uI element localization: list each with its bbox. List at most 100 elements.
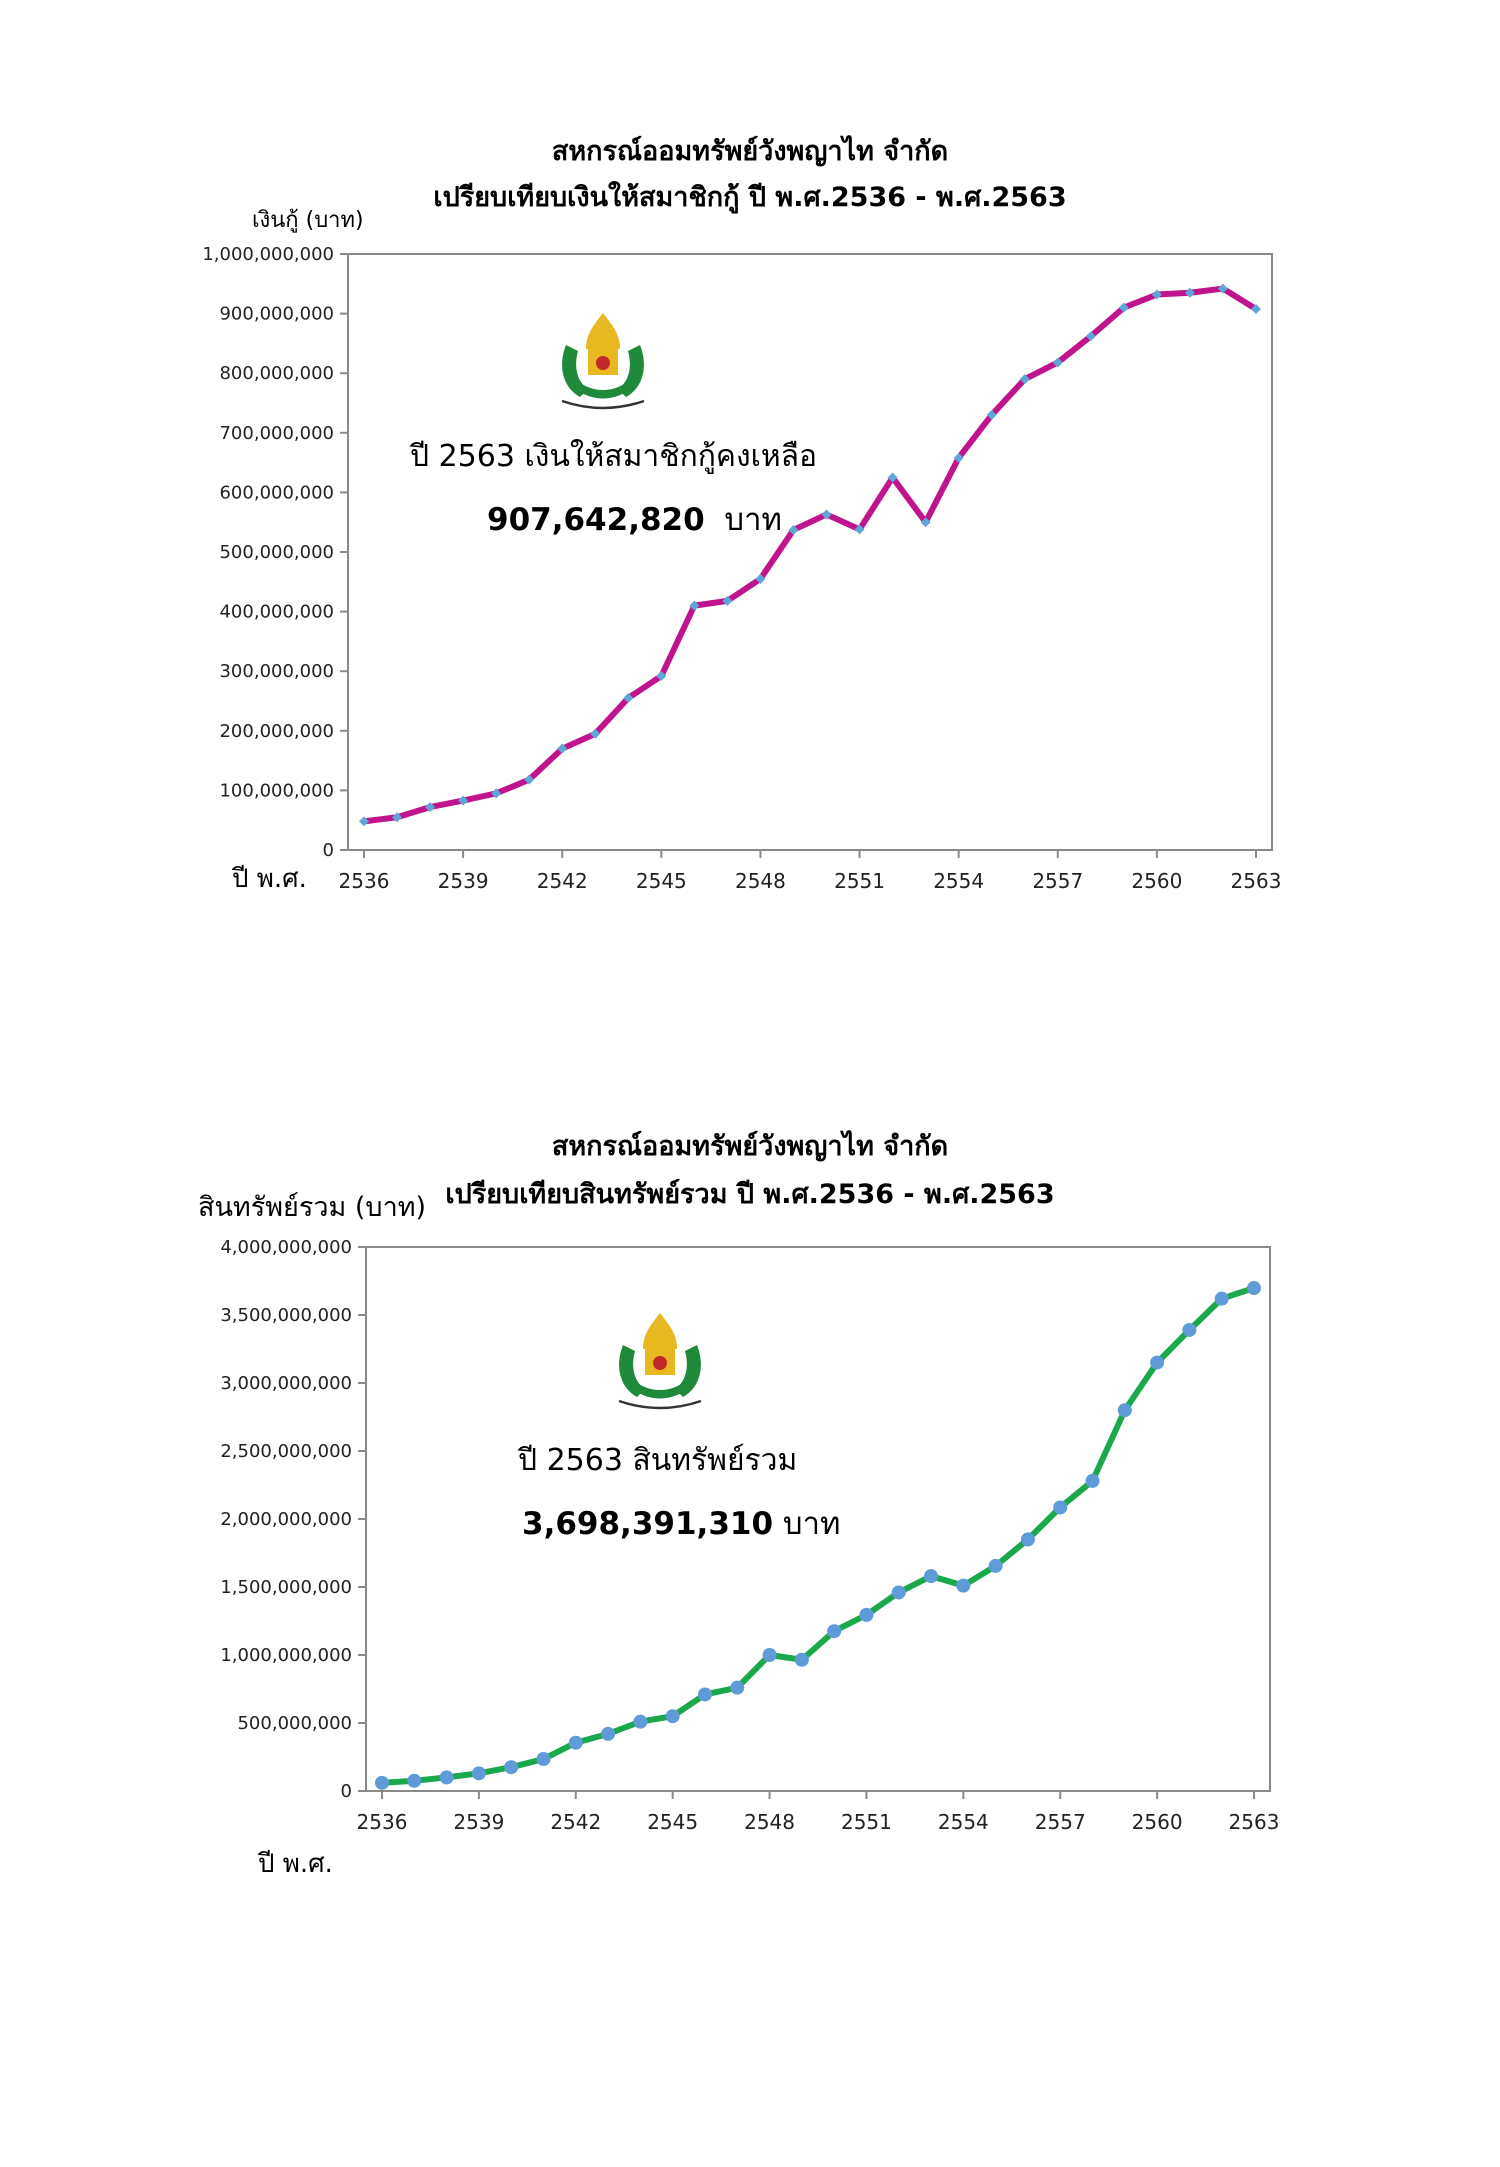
data-point [458, 795, 469, 806]
x-tick-label: 2560 [1132, 1810, 1183, 1834]
y-tick-label: 4,000,000,000 [220, 1237, 352, 1258]
data-point [1085, 331, 1096, 342]
loan-chart: สหกรณ์ออมทรัพย์วังพญาไท จำกัด เปรียบเทีย… [0, 130, 1500, 930]
chart-title: สหกรณ์ออมทรัพย์วังพญาไท จำกัด [551, 136, 949, 167]
data-point [1117, 1403, 1132, 1418]
y-tick-label: 2,500,000,000 [220, 1441, 352, 1462]
x-tick-label: 2545 [647, 1810, 698, 1834]
chart-subtitle: เปรียบเทียบเงินให้สมาชิกกู้ ปี พ.ศ.2536 … [433, 182, 1067, 213]
data-point [623, 693, 634, 704]
x-axis-label: ปี พ.ศ. [232, 864, 307, 894]
data-point [722, 595, 733, 606]
annotation-text: ปี 2563 สินทรัพย์รวม [518, 1443, 798, 1478]
data-point [788, 524, 799, 535]
data-point [1053, 1500, 1068, 1515]
y-tick-label: 500,000,000 [237, 1713, 352, 1734]
data-point [439, 1770, 454, 1785]
x-tick-label: 2554 [933, 869, 984, 893]
y-tick-label: 1,000,000,000 [220, 1645, 352, 1666]
y-axis-label: เงินกู้ (บาท) [252, 208, 364, 233]
y-axis-label: สินทรัพย์รวม (บาท) [198, 1192, 427, 1223]
y-tick-label: 600,000,000 [219, 482, 334, 503]
data-point [730, 1680, 745, 1695]
x-tick-label: 2548 [735, 869, 786, 893]
y-tick-label: 3,500,000,000 [220, 1305, 352, 1326]
y-tick-label: 900,000,000 [219, 304, 334, 325]
annotation-value: 3,698,391,310 บาท [522, 1498, 840, 1548]
assets-chart: สหกรณ์ออมทรัพย์วังพญาไท จำกัด เปรียบเทีย… [0, 1125, 1500, 1885]
data-point [1251, 304, 1261, 315]
y-tick-label: 3,000,000,000 [220, 1373, 352, 1394]
x-axis-label: ปี พ.ศ. [258, 1849, 333, 1879]
chart-plot: 0 500,000,000 1,000,000,000 1,500,000,000 2,… [220, 1237, 1280, 1834]
x-tick-label: 2563 [1231, 869, 1282, 893]
y-tick-label: 2,000,000,000 [220, 1509, 352, 1530]
y-tick-label: 800,000,000 [219, 363, 334, 384]
data-point [859, 1607, 874, 1622]
annotation-unit: บาท [724, 502, 782, 538]
data-point [689, 600, 700, 611]
data-point [1247, 1281, 1261, 1296]
data-point [1217, 283, 1228, 294]
data-point [755, 573, 766, 584]
data-point [920, 517, 931, 528]
chart-plot: 0 100,000,000 200,000,000 300,000,000 400,00… [202, 244, 1282, 893]
data-point [697, 1687, 712, 1702]
y-tick-label: 400,000,000 [219, 602, 334, 623]
data-point [590, 728, 601, 739]
y-tick-label: 700,000,000 [219, 423, 334, 444]
annotation-amount: 3,698,391,310 [522, 1506, 774, 1542]
x-tick-label: 2554 [938, 1810, 989, 1834]
x-tick-label: 2560 [1131, 869, 1182, 893]
data-point [425, 802, 436, 813]
data-point [633, 1714, 648, 1729]
x-tick-label: 2542 [537, 869, 588, 893]
data-point [1184, 287, 1195, 298]
data-point [887, 472, 898, 483]
y-tick-label: 1,500,000,000 [220, 1577, 352, 1598]
data-point [1214, 1291, 1229, 1306]
chart-subtitle: เปรียบเทียบสินทรัพย์รวม ปี พ.ศ.2536 - พ.… [445, 1179, 1055, 1210]
data-point [1150, 1355, 1165, 1370]
data-point [407, 1773, 422, 1788]
x-tick-label: 2548 [744, 1810, 795, 1834]
data-point [1020, 1532, 1035, 1547]
x-tick-label: 2539 [438, 869, 489, 893]
data-point [536, 1752, 551, 1767]
y-tick-label: 300,000,000 [219, 661, 334, 682]
data-point [504, 1760, 519, 1775]
data-point [988, 1558, 1003, 1573]
y-tick-label: 0 [341, 1781, 352, 1802]
data-point [665, 1709, 680, 1724]
series-line [361, 285, 1259, 825]
annotation-value: 907,642,820 บาท [487, 494, 782, 544]
data-point [1118, 302, 1129, 313]
data-point [794, 1652, 809, 1667]
series-line [379, 1285, 1257, 1786]
data-point [1182, 1322, 1197, 1337]
y-tick-label: 200,000,000 [219, 721, 334, 742]
data-point [986, 409, 997, 420]
cooperative-logo [548, 305, 658, 419]
chart-title: สหกรณ์ออมทรัพย์วังพญาไท จำกัด [551, 1131, 949, 1162]
y-tick-label: 100,000,000 [219, 780, 334, 801]
data-point [953, 452, 964, 463]
y-tick-label: 0 [323, 840, 334, 861]
annotation-unit: บาท [782, 1506, 841, 1542]
data-point [471, 1766, 486, 1781]
x-tick-label: 2539 [453, 1810, 504, 1834]
x-tick-label: 2563 [1229, 1810, 1280, 1834]
data-point [375, 1775, 389, 1790]
data-point [601, 1726, 616, 1741]
data-point [891, 1585, 906, 1600]
data-point [1085, 1473, 1100, 1488]
data-point [568, 1735, 583, 1750]
data-point [392, 812, 403, 823]
x-tick-label: 2545 [636, 869, 687, 893]
data-point [762, 1648, 777, 1662]
data-point [656, 670, 667, 681]
x-tick-label: 2536 [357, 1810, 408, 1834]
x-tick-label: 2551 [834, 869, 885, 893]
x-tick-label: 2557 [1035, 1810, 1086, 1834]
x-tick-label: 2536 [339, 869, 390, 893]
